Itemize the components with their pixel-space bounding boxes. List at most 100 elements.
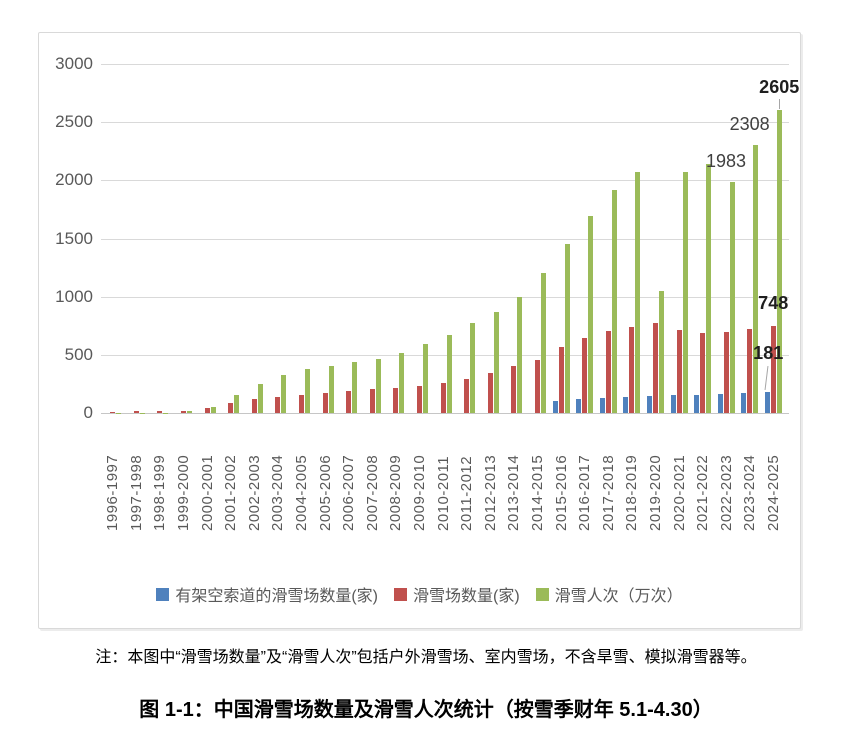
x-tick-cell: 2019-2020 (644, 419, 668, 531)
x-tick-label: 2003-2004 (269, 454, 287, 531)
bar (623, 396, 629, 413)
bar (328, 365, 334, 413)
bar (676, 329, 682, 413)
data-label: 748 (758, 292, 789, 313)
bar (629, 326, 635, 413)
bar (729, 182, 735, 413)
bar (157, 411, 163, 413)
x-tick-label: 2019-2020 (646, 454, 664, 531)
bar-group-1999-2000 (172, 64, 196, 413)
x-tick-label: 2017-2018 (599, 454, 617, 531)
bar (423, 344, 429, 413)
bar-group-1997-1998 (125, 64, 149, 413)
bar-group-2006-2007 (337, 64, 361, 413)
legend-item: 有架空索道的滑雪场数量(家) (156, 582, 378, 606)
bar (393, 388, 399, 413)
bar-group-2014-2015 (526, 64, 550, 413)
bar-group-2021-2022 (691, 64, 715, 413)
x-tick-label: 2011-2012 (458, 455, 476, 531)
x-tick-label: 2014-2015 (528, 454, 546, 531)
x-tick-label: 2024-2025 (764, 454, 782, 531)
bar (776, 110, 782, 413)
bar (228, 403, 234, 413)
x-tick-label: 1999-2000 (175, 454, 193, 531)
bar (717, 393, 723, 413)
legend-item: 滑雪人次（万次） (535, 582, 683, 606)
x-tick-cell: 2011-2012 (455, 419, 479, 531)
label-leader-line (779, 98, 781, 109)
x-tick-label: 1997-1998 (127, 454, 145, 531)
x-tick-label: 2021-2022 (694, 454, 712, 531)
bar-group-2002-2003 (243, 64, 267, 413)
bar (694, 394, 700, 413)
bar (534, 359, 540, 413)
bar (369, 389, 375, 413)
bar (723, 331, 729, 413)
bar (204, 407, 210, 413)
gridline (101, 413, 789, 414)
bar (257, 383, 263, 413)
bar (658, 291, 664, 413)
x-tick-label: 2012-2013 (481, 454, 499, 531)
x-tick-cell: 2021-2022 (691, 419, 715, 531)
bar (517, 297, 523, 413)
bar-group-2016-2017 (573, 64, 597, 413)
x-tick-cell: 2008-2009 (384, 419, 408, 531)
x-tick-label: 2007-2008 (363, 454, 381, 531)
x-tick-cell: 2017-2018 (596, 419, 620, 531)
x-tick-cell: 2014-2015 (526, 419, 550, 531)
x-tick-cell: 2002-2003 (243, 419, 267, 531)
x-tick-label: 2013-2014 (505, 454, 523, 531)
gridline (101, 296, 789, 298)
bar (770, 326, 776, 413)
y-tick-label: 2500 (55, 112, 93, 132)
bar-group-1996-1997 (101, 64, 125, 413)
bar-group-2018-2019 (620, 64, 644, 413)
bar (635, 172, 641, 413)
bar-group-2024-2025 (762, 64, 786, 413)
bar (299, 395, 305, 413)
x-tick-label: 2022-2023 (717, 454, 735, 531)
bar (470, 322, 476, 413)
bar (611, 189, 617, 413)
y-tick-label: 0 (83, 403, 93, 422)
x-tick-cell: 1998-1999 (148, 419, 172, 531)
x-tick-cell: 2024-2025 (762, 419, 786, 531)
bar (511, 365, 517, 413)
bar (764, 391, 770, 413)
bar (558, 346, 564, 413)
bar (417, 386, 423, 413)
bar (576, 399, 582, 413)
bar (163, 412, 169, 413)
bar-group-2003-2004 (266, 64, 290, 413)
x-tick-cell: 1997-1998 (125, 419, 149, 531)
x-tick-label: 1998-1999 (151, 454, 169, 531)
gridline (101, 64, 789, 65)
bar-group-2022-2023 (714, 64, 738, 413)
x-tick-cell: 2022-2023 (714, 419, 738, 531)
bar (322, 392, 328, 413)
bar (275, 396, 281, 413)
y-tick-label: 1000 (55, 286, 93, 306)
data-label: 181 (753, 342, 784, 363)
bar (110, 411, 116, 413)
x-tick-label: 2005-2006 (316, 454, 334, 531)
gridline (101, 180, 789, 182)
bar-group-2023-2024 (738, 64, 762, 413)
bar-group-2010-2011 (431, 64, 455, 413)
legend-label: 有架空索道的滑雪场数量(家) (175, 588, 378, 605)
legend: 有架空索道的滑雪场数量(家) 滑雪场数量(家) 滑雪人次（万次） (39, 582, 800, 606)
x-tick-cell: 2012-2013 (479, 419, 503, 531)
x-tick-label: 1996-1997 (104, 454, 122, 531)
gridline (101, 238, 789, 240)
bar (133, 411, 139, 413)
bar (251, 399, 257, 413)
bar (588, 216, 594, 413)
chart-frame: 0 500 1000 1500 2000 2500 3000 1996-1997 1997-1… (38, 32, 801, 629)
bar (747, 329, 753, 413)
legend-swatch-icon (393, 587, 407, 601)
x-tick-label: 2009-2010 (411, 454, 429, 531)
bar-group-2015-2016 (549, 64, 573, 413)
x-tick-label: 2006-2007 (340, 454, 358, 531)
bar (346, 391, 352, 413)
